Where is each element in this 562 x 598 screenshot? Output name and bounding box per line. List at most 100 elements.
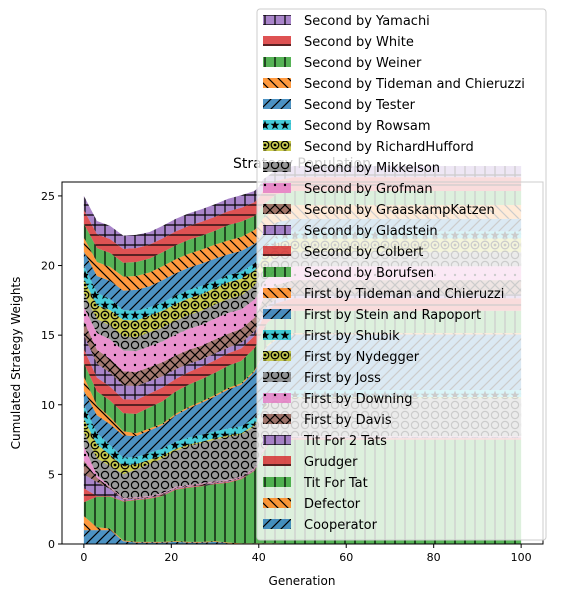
legend-label: Tit For 2 Tats — [303, 434, 387, 449]
legend-label: Second by Weiner — [304, 56, 422, 71]
legend-entry: First by Stein and Rapoport — [263, 308, 481, 323]
legend-entry: Second by Gladstein — [263, 224, 438, 239]
area-second-by-rowsam — [83, 231, 522, 321]
legend-entry: Second by Mikkelson — [263, 161, 440, 176]
area-defector — [83, 516, 522, 544]
legend-swatch — [263, 204, 291, 214]
area-cooperator — [83, 530, 522, 544]
legend-swatch — [263, 372, 291, 382]
legend-label: First by Stein and Rapoport — [304, 308, 481, 323]
legend-swatch — [263, 141, 291, 151]
x-axis-label: Generation — [269, 574, 336, 588]
legend-swatch — [263, 267, 291, 277]
legend-box — [256, 8, 547, 541]
legend: Second by Yamachi Second by White Second b… — [256, 8, 547, 541]
x-ticks: 0 20 40 60 80 100 — [80, 544, 532, 564]
legend-swatch — [263, 15, 291, 25]
y-tick-label: 5 — [48, 468, 55, 481]
legend-entries: Second by Yamachi Second by White Second b… — [263, 14, 525, 533]
legend-swatch — [263, 414, 291, 424]
legend-swatch — [263, 456, 291, 466]
y-ticks: 0 5 10 15 20 25 — [41, 190, 62, 551]
legend-entry: Second by Tideman and Chieruzzi — [263, 77, 525, 92]
legend-label: Defector — [304, 497, 361, 512]
legend-label: First by Joss — [304, 371, 381, 386]
legend-swatch — [263, 435, 291, 445]
legend-entry: Second by Grofman — [263, 182, 433, 197]
legend-entry: First by Downing — [263, 392, 413, 407]
legend-entry: Second by Weiner — [263, 56, 422, 71]
legend-entry: Second by White — [263, 35, 414, 50]
legend-swatch — [263, 351, 291, 361]
legend-entry: Defector — [263, 497, 361, 512]
legend-swatch — [263, 309, 291, 319]
y-tick-label: 25 — [41, 190, 55, 203]
legend-swatch — [263, 120, 291, 130]
legend-swatch — [263, 519, 291, 529]
legend-label: First by Downing — [304, 392, 413, 407]
x-tick-label: 40 — [252, 551, 266, 564]
legend-swatch — [263, 78, 291, 88]
legend-label: Grudger — [304, 455, 358, 470]
legend-entry: First by Nydegger — [263, 350, 420, 365]
area-second-by-borufsen — [83, 310, 522, 434]
x-tick-label: 0 — [80, 551, 87, 564]
y-tick-label: 0 — [48, 538, 55, 551]
legend-swatch — [263, 288, 291, 298]
legend-label: Second by Mikkelson — [304, 161, 440, 176]
legend-entry: Second by Yamachi — [263, 14, 430, 29]
legend-entry: Second by Borufsen — [263, 266, 434, 281]
legend-swatch — [263, 36, 291, 46]
legend-label: Second by Rowsam — [304, 119, 431, 134]
legend-entry: Second by RichardHufford — [263, 140, 474, 155]
legend-swatch — [263, 99, 291, 109]
legend-entry: Cooperator — [263, 518, 378, 533]
area-first-by-nydegger — [83, 397, 522, 475]
legend-entry: Tit For 2 Tats — [263, 434, 387, 449]
legend-swatch — [263, 393, 291, 403]
legend-label: Second by Borufsen — [304, 266, 434, 281]
area-second-by-grofman — [83, 266, 522, 373]
y-axis-label: Cumulated Strategy Weights — [9, 277, 23, 450]
legend-entry: Second by Colbert — [263, 245, 423, 260]
legend-swatch — [263, 162, 291, 172]
x-tick-label: 100 — [511, 551, 532, 564]
area-second-by-mikkelson — [83, 252, 522, 352]
y-tick-label: 10 — [41, 399, 55, 412]
legend-label: Second by Colbert — [304, 245, 423, 260]
x-tick-label: 20 — [164, 551, 178, 564]
area-second-by-gladstein — [83, 294, 522, 400]
legend-swatch — [263, 57, 291, 67]
legend-label: First by Tideman and Chieruzzi — [304, 287, 504, 302]
legend-entry: Grudger — [263, 455, 358, 470]
legend-label: Cooperator — [304, 518, 378, 533]
legend-label: Second by Tideman and Chieruzzi — [304, 77, 525, 92]
legend-entry: Tit For Tat — [263, 476, 368, 491]
legend-entry: First by Tideman and Chieruzzi — [263, 287, 504, 302]
legend-swatch — [263, 246, 291, 256]
area-second-by-graaskampkatzen — [83, 280, 522, 386]
legend-label: First by Nydegger — [304, 350, 420, 365]
y-tick-label: 15 — [41, 329, 55, 342]
legend-label: First by Davis — [304, 413, 392, 428]
legend-label: Second by Yamachi — [304, 14, 430, 29]
legend-swatch — [263, 498, 291, 508]
legend-entry: First by Joss — [263, 371, 381, 386]
legend-swatch — [263, 225, 291, 235]
legend-label: Second by Gladstein — [304, 224, 438, 239]
legend-entry: First by Davis — [263, 413, 392, 428]
y-tick-label: 20 — [41, 260, 55, 273]
legend-entry: Second by Rowsam — [263, 119, 431, 134]
legend-swatch — [263, 477, 291, 487]
legend-label: Second by Grofman — [304, 182, 433, 197]
legend-label: First by Shubik — [304, 329, 400, 344]
legend-label: Tit For Tat — [303, 476, 368, 491]
x-tick-label: 60 — [339, 551, 353, 564]
legend-label: Second by White — [304, 35, 414, 50]
legend-label: Second by RichardHufford — [304, 140, 474, 155]
legend-entry: Second by GraaskampKatzen — [263, 203, 495, 218]
legend-entry: First by Shubik — [263, 329, 400, 344]
legend-entry: Second by Tester — [263, 98, 416, 113]
